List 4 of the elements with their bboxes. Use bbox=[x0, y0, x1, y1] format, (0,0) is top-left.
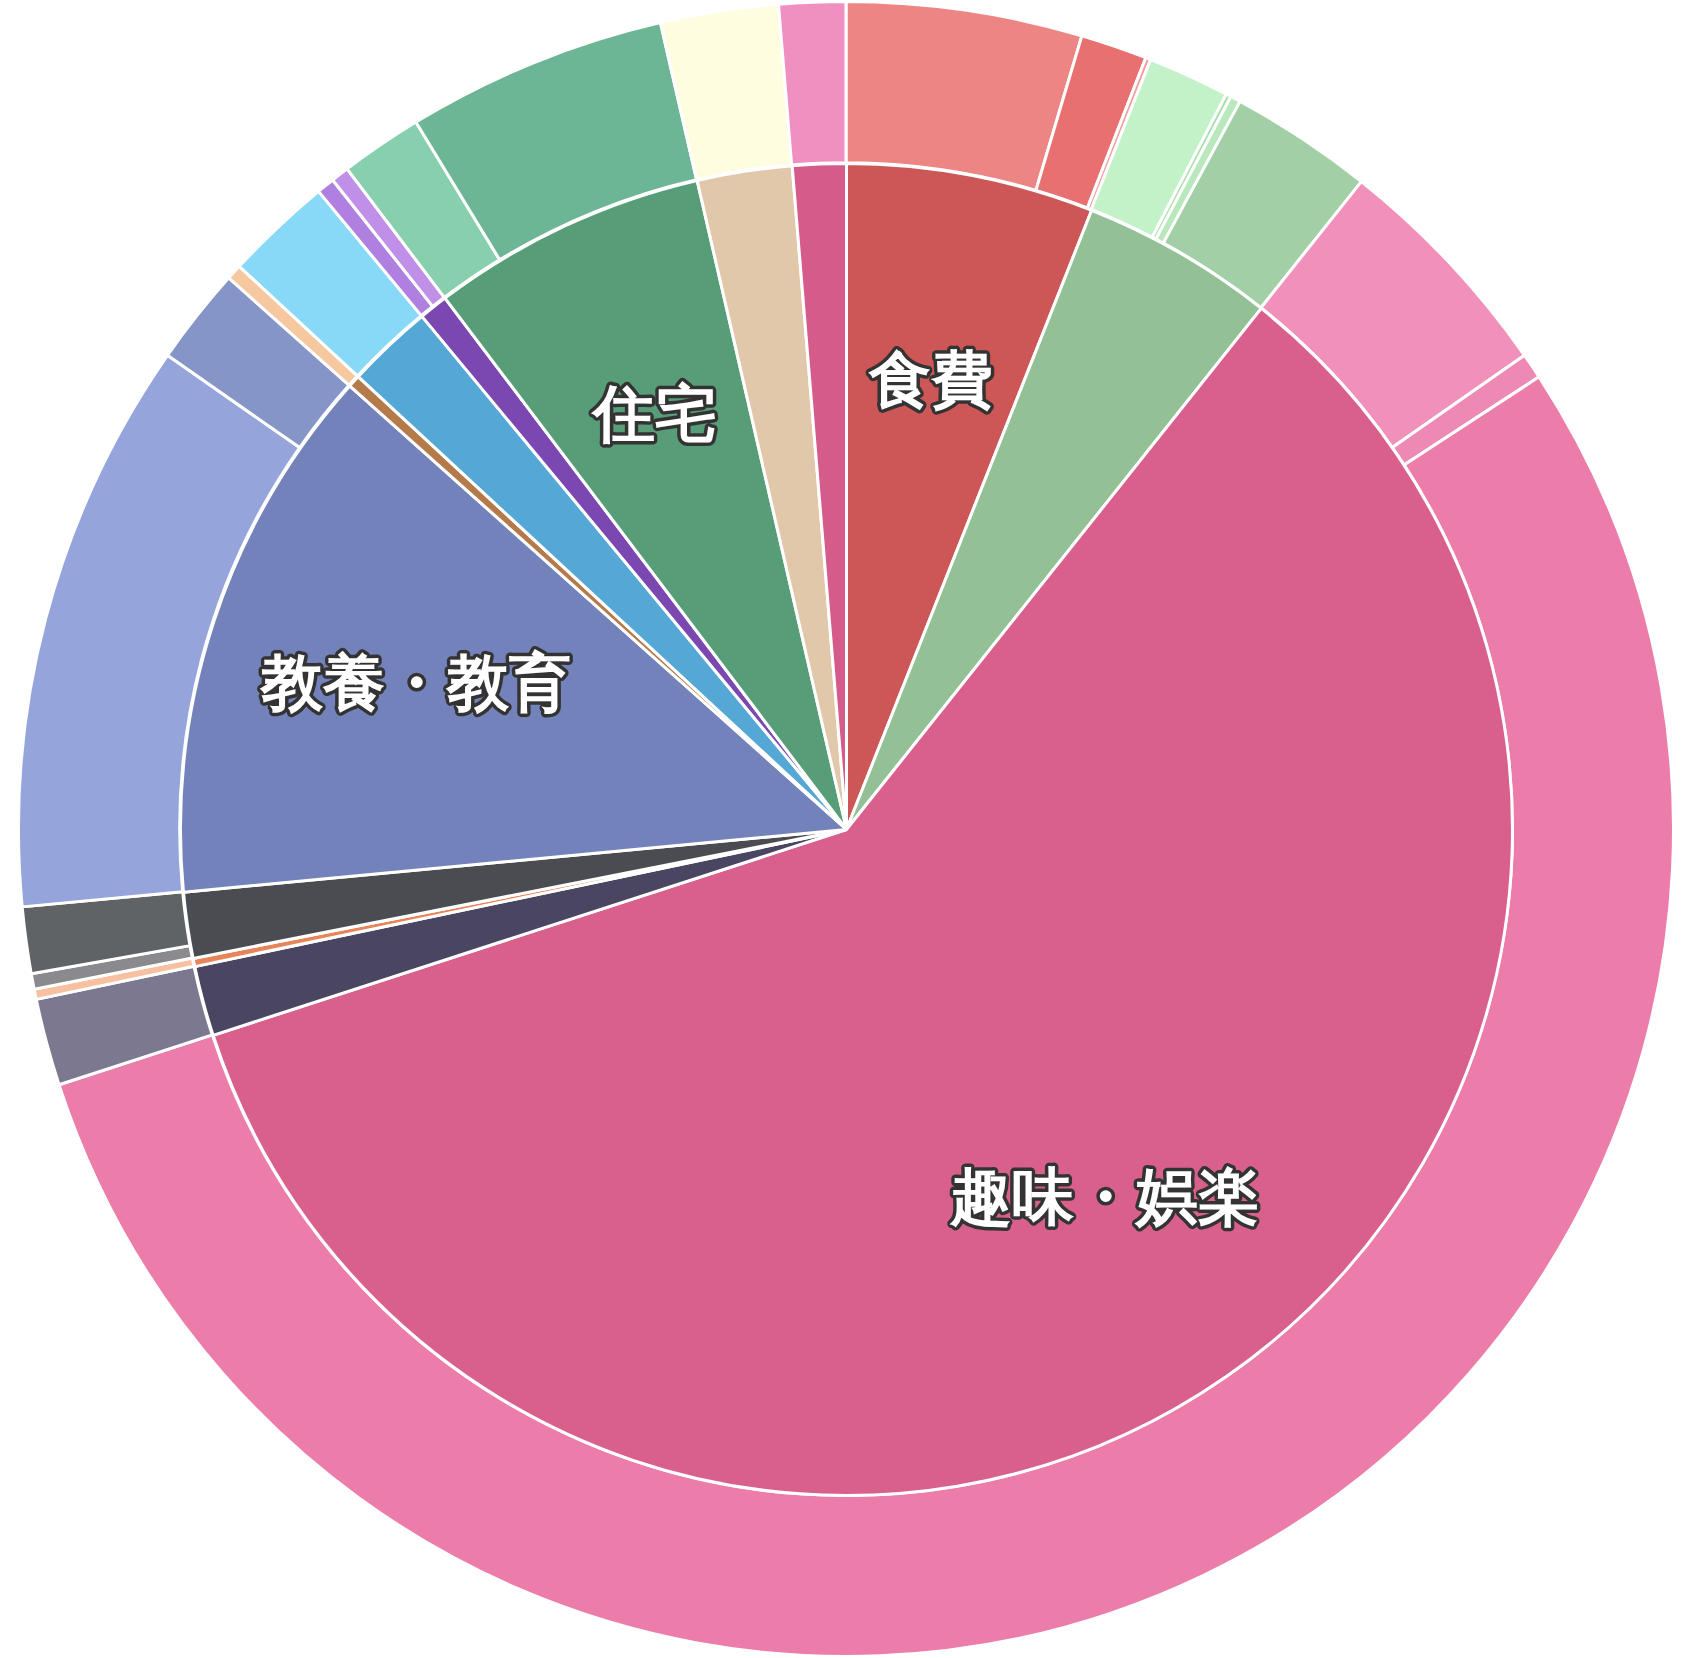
slice-label: 趣味・娯楽 bbox=[948, 1159, 1260, 1233]
slice-label: 教養・教育 bbox=[258, 645, 571, 719]
slice-label: 食費 bbox=[867, 342, 993, 416]
slice-label: 住宅 bbox=[589, 376, 717, 450]
